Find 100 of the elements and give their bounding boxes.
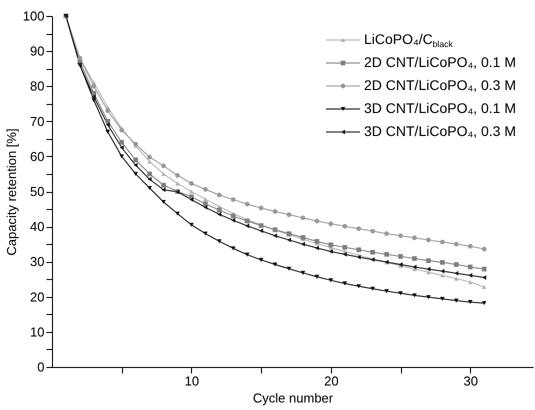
point [342,244,348,250]
point [286,212,292,218]
point [468,300,473,304]
point [119,154,124,158]
point [189,181,194,186]
point [147,172,152,176]
point [133,172,138,176]
legend-label: 3D CNT/LiCoPO₄, 0.1 M [364,100,516,116]
point [342,252,347,257]
point [175,181,180,186]
point [273,233,278,238]
point [216,192,222,198]
point [440,260,445,265]
point [454,242,459,246]
point [426,270,431,274]
legend-label: 3D CNT/LiCoPO₄, 0.3 M [364,123,516,139]
point [230,214,236,218]
point [328,249,333,254]
point [216,208,222,212]
point [440,240,445,244]
point [175,212,180,216]
point [161,200,166,204]
point [398,254,403,259]
point [189,189,194,194]
point [134,162,138,168]
point [468,244,473,249]
point [482,246,487,252]
point [300,215,306,220]
point [426,258,431,263]
point [161,172,166,176]
point [91,84,96,89]
point [370,250,376,255]
point [384,231,389,236]
point [426,238,431,242]
y-tick-label: 80 [30,78,44,94]
point [161,182,166,188]
point [412,235,417,240]
legend-label: 2D CNT/LiCoPO₄, 0.3 M [364,77,516,93]
y-tick-label: 10 [30,324,44,340]
point [314,246,319,250]
point [370,228,376,234]
point [147,186,152,190]
point [384,252,389,257]
point [106,122,110,128]
point [244,252,250,257]
point [454,298,459,303]
point [426,266,430,272]
y-tick-label: 30 [30,254,44,270]
y-tick-label: 0 [37,360,44,374]
y-tick-label: 100 [22,8,44,24]
point [231,218,236,223]
y-axis-title: Capacity retention [%] [4,128,19,256]
point [133,158,138,162]
point [314,238,320,244]
point [370,286,376,291]
x-axis-title: Cycle number [252,390,334,406]
point [356,226,362,232]
point [454,270,458,276]
point [216,239,222,244]
point [300,242,305,246]
point [412,264,417,270]
point [384,289,389,294]
y-tick-label: 70 [30,114,44,129]
point [259,228,264,234]
point [356,284,362,288]
y-tick-label: 20 [30,289,44,304]
point [162,187,166,192]
point [314,218,320,224]
point [482,284,487,290]
point [92,94,96,100]
point [482,266,487,272]
point [398,233,403,238]
point [161,164,166,168]
point [300,270,306,275]
y-tick-label: 40 [30,219,44,234]
point [105,130,110,134]
x-tick-label: 20 [324,374,339,388]
point [468,280,473,284]
point [356,247,362,252]
x-tick-label: 30 [464,374,478,388]
point [91,98,96,102]
point [105,108,110,114]
point [454,262,459,267]
point [258,258,264,262]
point [342,281,348,286]
y-tick-label: 50 [30,184,44,199]
point [328,242,334,248]
point [440,296,445,301]
point [272,209,278,214]
point [203,187,208,192]
point [412,293,417,298]
point [230,197,236,202]
point [147,154,152,160]
point [454,276,459,281]
point [286,238,292,242]
point [286,266,292,271]
point [175,173,180,178]
y-tick-label: 60 [30,148,44,164]
point [440,273,445,278]
point [203,232,208,236]
